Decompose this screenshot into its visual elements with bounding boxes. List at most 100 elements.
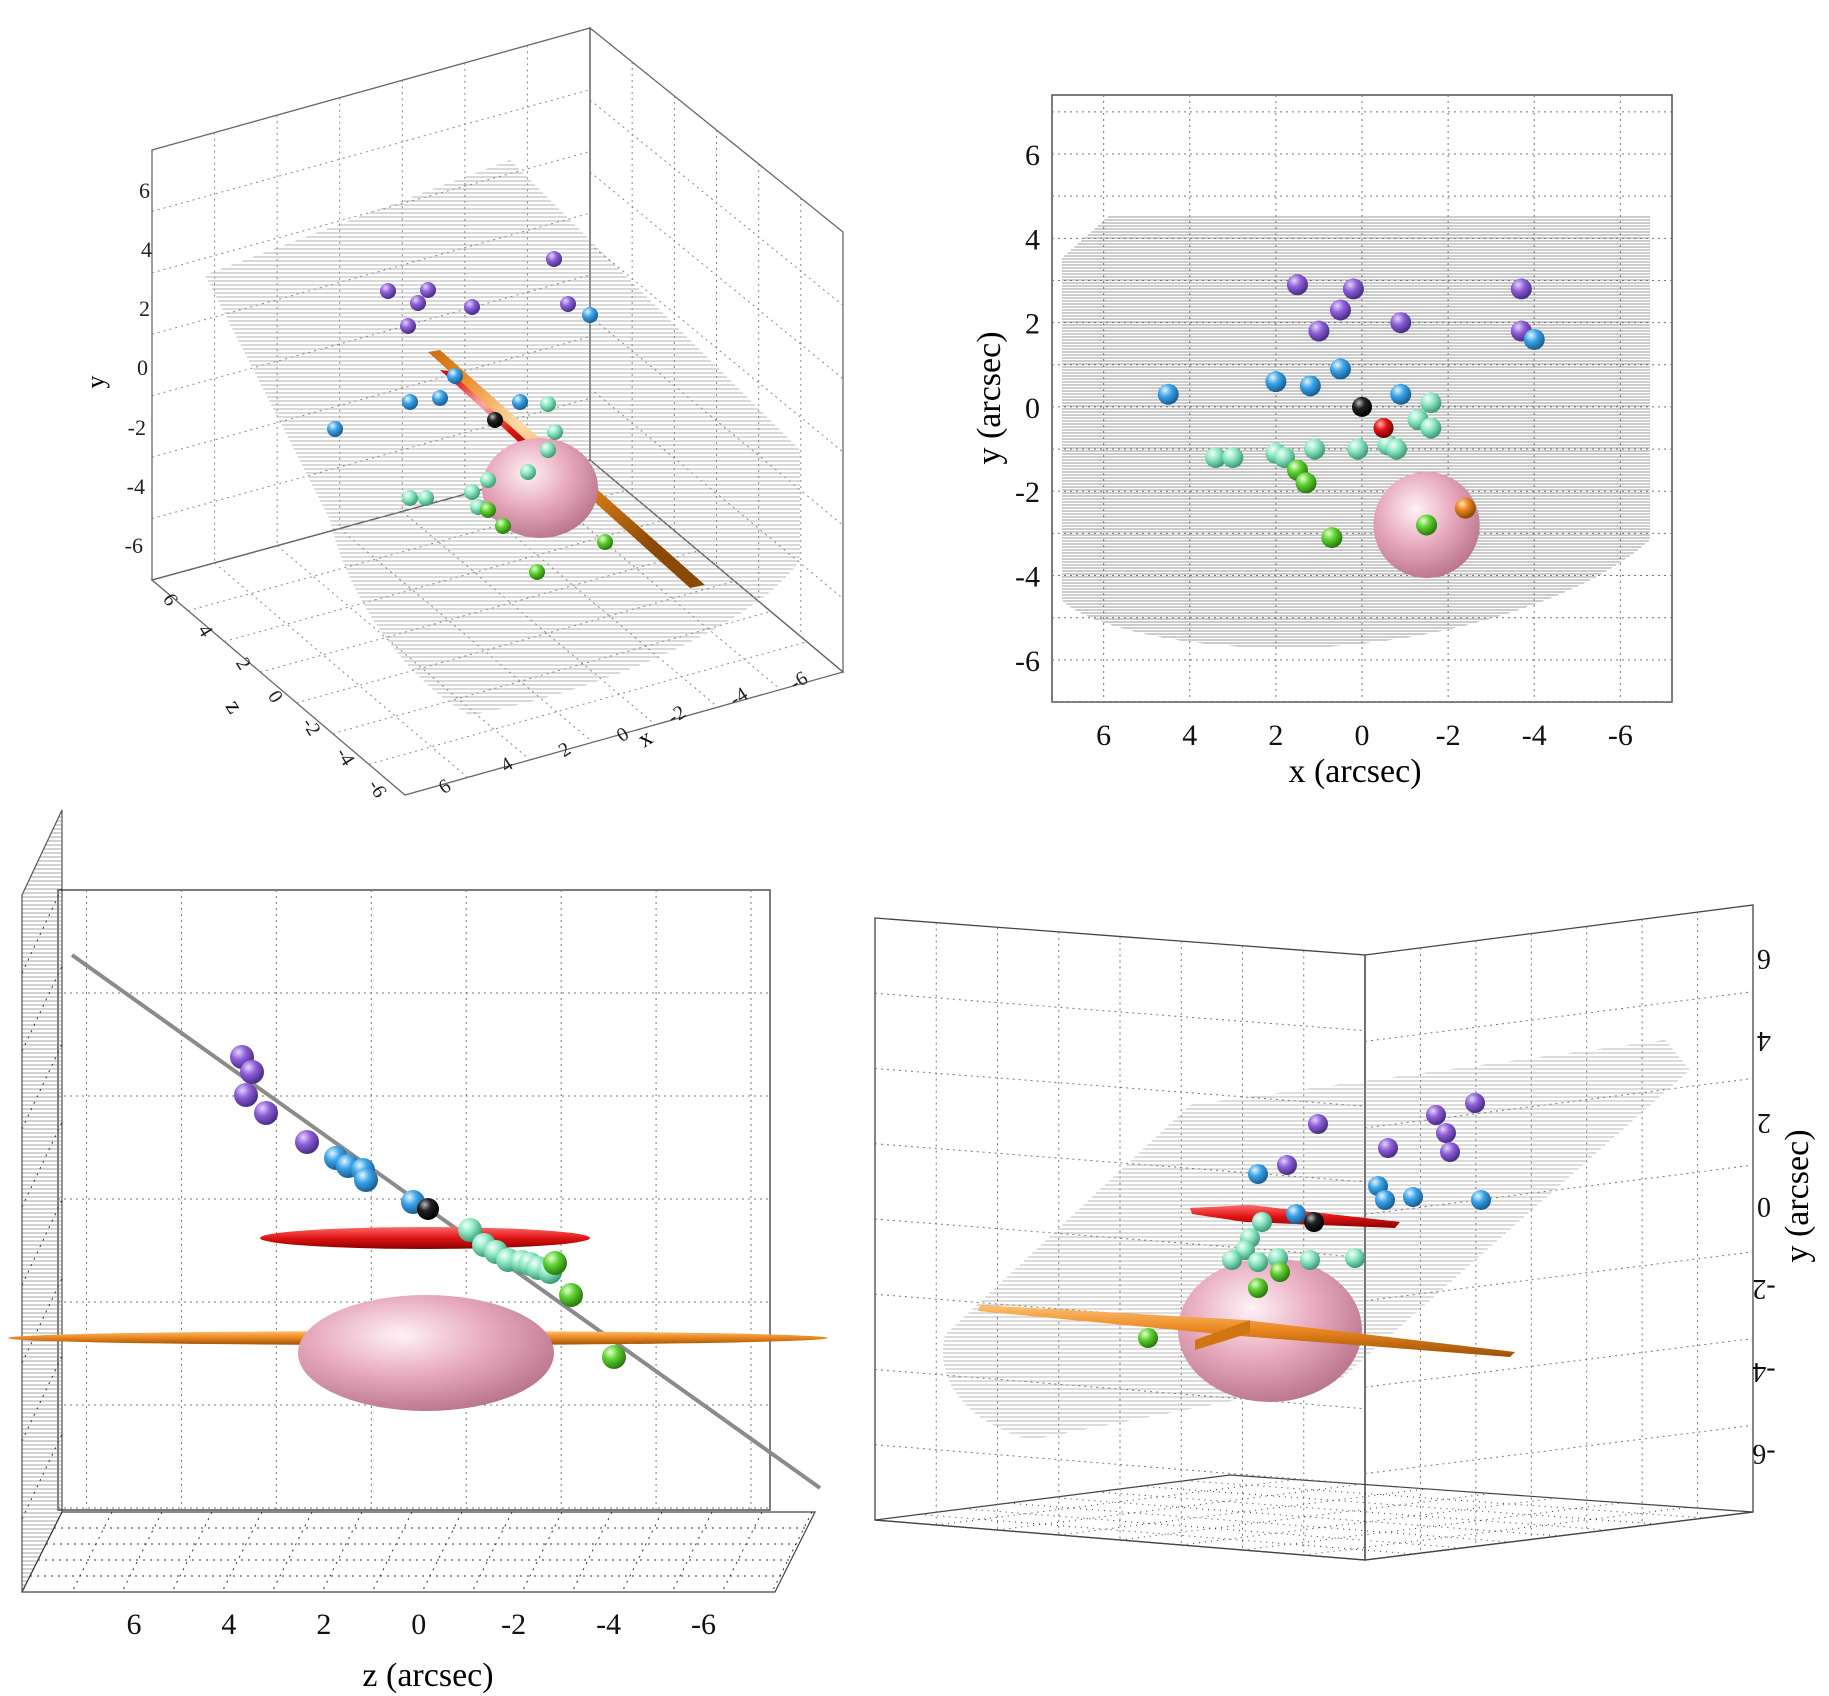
purple-knot-marker bbox=[410, 295, 426, 311]
green-knot-marker bbox=[1295, 472, 1317, 494]
aqua-knot-marker bbox=[1248, 1252, 1268, 1272]
panel-3d-rotated: 6 4 2 0 -2 -4 -6 y (arcsec) bbox=[874, 904, 1816, 1561]
tick-label: 6 bbox=[1096, 719, 1111, 752]
tick-label: 2 bbox=[139, 296, 150, 321]
tick-label: -4 bbox=[726, 683, 752, 710]
black-knot-marker bbox=[1304, 1212, 1324, 1232]
tick-label: -2 bbox=[1436, 719, 1461, 752]
purple-knot-marker bbox=[380, 283, 396, 299]
tick-label: 6 bbox=[1757, 943, 1771, 974]
tick-label: 2 bbox=[1268, 719, 1283, 752]
tick-label: -6 bbox=[1608, 719, 1633, 752]
wall-gridline bbox=[21, 887, 63, 974]
green-knot-marker bbox=[597, 534, 613, 550]
tick-label: 2 bbox=[555, 738, 575, 762]
purple-knot-marker bbox=[464, 299, 480, 315]
tick-label: -2 bbox=[1752, 1273, 1775, 1304]
purple-knot-marker bbox=[240, 1060, 264, 1084]
panel-zy-projection: 6 4 2 0 -2 -4 -6 z (arcsec) bbox=[8, 809, 828, 1694]
tick-label: 2 bbox=[316, 1608, 331, 1641]
purple-knot-marker bbox=[400, 318, 416, 334]
purple-knot-marker bbox=[1286, 274, 1308, 296]
tr-x-axis-label: x (arcsec) bbox=[1288, 753, 1421, 790]
black-knot-marker bbox=[417, 1198, 439, 1220]
gridline bbox=[874, 992, 1366, 1032]
tick-label: 0 bbox=[137, 355, 148, 380]
tl-y-axis-label: y bbox=[81, 376, 110, 389]
purple-knot-marker bbox=[1510, 278, 1532, 300]
plane-sheet bbox=[942, 1040, 1690, 1440]
tick-label: -2 bbox=[664, 701, 690, 728]
tick-label: 0 bbox=[1355, 719, 1370, 752]
floor-gridline bbox=[963, 1508, 1463, 1549]
aqua-knot-marker bbox=[480, 472, 496, 488]
blue-knot-marker bbox=[327, 421, 343, 437]
floor-gridline bbox=[671, 1511, 713, 1593]
tick-label: 4 bbox=[1182, 719, 1197, 752]
aqua-knot-marker bbox=[1252, 1212, 1272, 1232]
green-knot-marker bbox=[529, 564, 545, 580]
tick-label: 4 bbox=[193, 621, 217, 641]
purple-knot-marker bbox=[1465, 1093, 1485, 1113]
wall-gridline bbox=[21, 1121, 63, 1208]
gridline bbox=[368, 641, 807, 765]
purple-knot-marker bbox=[1436, 1123, 1456, 1143]
blue-knot-marker bbox=[1265, 371, 1287, 393]
tick-label: -4 bbox=[1522, 719, 1547, 752]
blue-knot-marker bbox=[1299, 375, 1321, 397]
tick-label: 0 bbox=[1025, 392, 1040, 425]
tick-label: 0 bbox=[613, 723, 633, 747]
tl-x-axis-label: x bbox=[633, 725, 657, 753]
floor-gridline bbox=[471, 1511, 513, 1593]
aqua-knot-marker bbox=[1205, 447, 1227, 469]
aqua-knot-marker bbox=[547, 424, 563, 440]
purple-knot-marker bbox=[420, 282, 436, 298]
purple-knot-marker bbox=[1426, 1105, 1446, 1125]
floor-gridline bbox=[421, 1511, 463, 1593]
tick-label: -2 bbox=[1015, 476, 1040, 509]
tick-label: 0 bbox=[411, 1608, 426, 1641]
tick-label: 2 bbox=[1757, 1107, 1771, 1138]
tick-label: 2 bbox=[1025, 308, 1040, 341]
blue-knot-marker bbox=[1390, 383, 1412, 405]
tr-y-axis-label: y (arcsec) bbox=[971, 331, 1008, 464]
orange-disk-cross bbox=[1195, 1320, 1250, 1350]
tick-label: 0 bbox=[263, 687, 287, 707]
tick-label: 6 bbox=[435, 775, 455, 799]
aqua-knot-marker bbox=[464, 484, 480, 500]
aqua-knot-marker bbox=[1222, 447, 1244, 469]
floor-gridline bbox=[1242, 1502, 1623, 1551]
blue-knot-marker bbox=[512, 394, 528, 410]
purple-knot-marker bbox=[1440, 1142, 1460, 1162]
gridline bbox=[874, 1369, 1366, 1410]
floor-gridline bbox=[521, 1511, 563, 1593]
floor bbox=[21, 1511, 816, 1593]
green-knot-marker bbox=[559, 1283, 583, 1307]
wall-gridline bbox=[21, 1433, 63, 1520]
blue-knot-marker bbox=[1248, 1164, 1268, 1184]
tick-label: 4 bbox=[1025, 223, 1040, 256]
tick-label: 0 bbox=[1757, 1191, 1771, 1222]
floor-gridline bbox=[121, 1511, 163, 1593]
green-knot-marker bbox=[1248, 1278, 1268, 1298]
green-knot-marker bbox=[1321, 527, 1343, 549]
blue-knot-marker bbox=[1403, 1187, 1423, 1207]
tick-label: -4 bbox=[127, 474, 145, 499]
floor-gridline bbox=[919, 1513, 1414, 1555]
gridline bbox=[1364, 991, 1754, 1042]
pink-ellipsoid bbox=[298, 1295, 554, 1411]
floor-gridline bbox=[1096, 1491, 1608, 1531]
purple-knot-marker bbox=[254, 1101, 278, 1125]
floor-gridline bbox=[1119, 1493, 1492, 1541]
green-knot-marker bbox=[480, 502, 496, 518]
gridline bbox=[214, 562, 468, 778]
aqua-knot-marker bbox=[402, 490, 418, 506]
tick-label: -4 bbox=[596, 1608, 621, 1641]
tick-label: -4 bbox=[1752, 1356, 1775, 1387]
tick-label: -6 bbox=[1015, 645, 1040, 678]
aqua-knot-marker bbox=[1304, 438, 1326, 460]
purple-knot-marker bbox=[1329, 299, 1351, 321]
floor-gridline bbox=[321, 1511, 363, 1593]
red-knot-marker bbox=[1373, 418, 1394, 439]
tick-label: -6 bbox=[125, 533, 143, 558]
